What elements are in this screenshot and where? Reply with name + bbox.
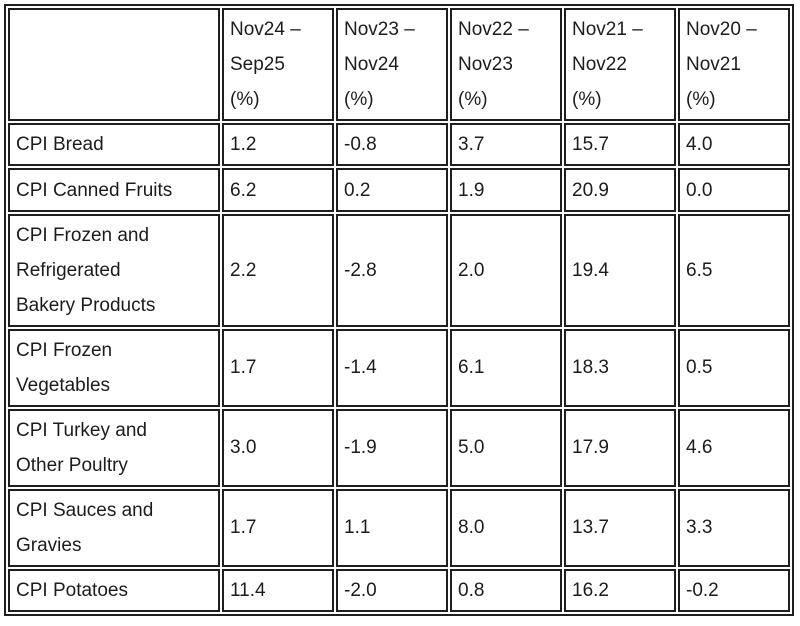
value-cell: 3.3 xyxy=(678,488,790,567)
row-label: CPI Sauces and Gravies xyxy=(8,488,220,567)
table-row-cpi-turkey-other-poultry: CPI Turkey and Other Poultry 3.0 -1.9 5.… xyxy=(8,408,790,487)
value-cell: -1.9 xyxy=(336,408,448,487)
column-header-label: Nov20 – Nov21 (%) xyxy=(686,19,757,110)
table-row-cpi-canned-fruits: CPI Canned Fruits 6.2 0.2 1.9 20.9 0.0 xyxy=(8,168,790,212)
row-label: CPI Frozen Vegetables xyxy=(8,328,220,407)
row-label: CPI Canned Fruits xyxy=(8,168,220,212)
table-row-cpi-potatoes: CPI Potatoes 11.4 -2.0 0.8 16.2 -0.2 xyxy=(8,568,790,613)
value-cell: 15.7 xyxy=(564,123,676,167)
value-cell: 4.0 xyxy=(678,123,790,167)
row-label: CPI Potatoes xyxy=(8,568,220,613)
table-row-cpi-bread: CPI Bread 1.2 -0.8 3.7 15.7 4.0 xyxy=(8,123,790,167)
value-cell: 0.8 xyxy=(450,568,562,613)
value-cell: 1.7 xyxy=(222,488,334,567)
value-cell: -1.4 xyxy=(336,328,448,407)
value-cell: 0.5 xyxy=(678,328,790,407)
value-cell: 16.2 xyxy=(564,568,676,613)
cpi-table: Nov24 – Sep25 (%) Nov23 – Nov24 (%) Nov2… xyxy=(4,4,794,617)
column-header-nov24-sep25: Nov24 – Sep25 (%) xyxy=(222,8,334,121)
table-row-cpi-frozen-vegetables: CPI Frozen Vegetables 1.7 -1.4 6.1 18.3 … xyxy=(8,328,790,407)
value-cell: 2.2 xyxy=(222,213,334,327)
value-cell: 5.0 xyxy=(450,408,562,487)
row-label-text: CPI Turkey and Other Poultry xyxy=(16,419,147,476)
value-cell: 19.4 xyxy=(564,213,676,327)
table-row-cpi-frozen-refrigerated-bakery: CPI Frozen and Refrigerated Bakery Produ… xyxy=(8,213,790,327)
value-cell: 3.7 xyxy=(450,123,562,167)
value-cell: 17.9 xyxy=(564,408,676,487)
corner-cell xyxy=(8,8,220,121)
column-header-nov20-nov21: Nov20 – Nov21 (%) xyxy=(678,8,790,121)
value-cell: 8.0 xyxy=(450,488,562,567)
value-cell: 0.0 xyxy=(678,168,790,212)
column-header-label: Nov23 – Nov24 (%) xyxy=(344,19,415,110)
value-cell: 18.3 xyxy=(564,328,676,407)
row-label: CPI Turkey and Other Poultry xyxy=(8,408,220,487)
value-cell: 1.2 xyxy=(222,123,334,167)
value-cell: 2.0 xyxy=(450,213,562,327)
row-label-text: CPI Sauces and Gravies xyxy=(16,499,154,556)
value-cell: 4.6 xyxy=(678,408,790,487)
column-header-nov21-nov22: Nov21 – Nov22 (%) xyxy=(564,8,676,121)
table-row-cpi-sauces-gravies: CPI Sauces and Gravies 1.7 1.1 8.0 13.7 … xyxy=(8,488,790,567)
value-cell: -2.0 xyxy=(336,568,448,613)
column-header-label: Nov21 – Nov22 (%) xyxy=(572,19,643,110)
value-cell: -2.8 xyxy=(336,213,448,327)
column-header-nov23-nov24: Nov23 – Nov24 (%) xyxy=(336,8,448,121)
row-label: CPI Frozen and Refrigerated Bakery Produ… xyxy=(8,213,220,327)
value-cell: 11.4 xyxy=(222,568,334,613)
value-cell: 6.2 xyxy=(222,168,334,212)
value-cell: 1.7 xyxy=(222,328,334,407)
row-label: CPI Bread xyxy=(8,123,220,167)
value-cell: 13.7 xyxy=(564,488,676,567)
value-cell: 6.1 xyxy=(450,328,562,407)
row-label-text: CPI Bread xyxy=(16,134,104,156)
value-cell: 3.0 xyxy=(222,408,334,487)
column-header-label: Nov22 – Nov23 (%) xyxy=(458,19,529,110)
value-cell: -0.8 xyxy=(336,123,448,167)
row-label-text: CPI Potatoes xyxy=(16,580,128,602)
row-label-text: CPI Frozen and Refrigerated Bakery Produ… xyxy=(16,224,156,316)
value-cell: -0.2 xyxy=(678,568,790,613)
column-header-nov22-nov23: Nov22 – Nov23 (%) xyxy=(450,8,562,121)
column-header-label: Nov24 – Sep25 (%) xyxy=(230,19,301,110)
value-cell: 1.1 xyxy=(336,488,448,567)
header-row: Nov24 – Sep25 (%) Nov23 – Nov24 (%) Nov2… xyxy=(8,8,790,121)
value-cell: 1.9 xyxy=(450,168,562,212)
row-label-text: CPI Frozen Vegetables xyxy=(16,339,113,396)
value-cell: 0.2 xyxy=(336,168,448,212)
row-label-text: CPI Canned Fruits xyxy=(16,179,173,201)
value-cell: 20.9 xyxy=(564,168,676,212)
value-cell: 6.5 xyxy=(678,213,790,327)
